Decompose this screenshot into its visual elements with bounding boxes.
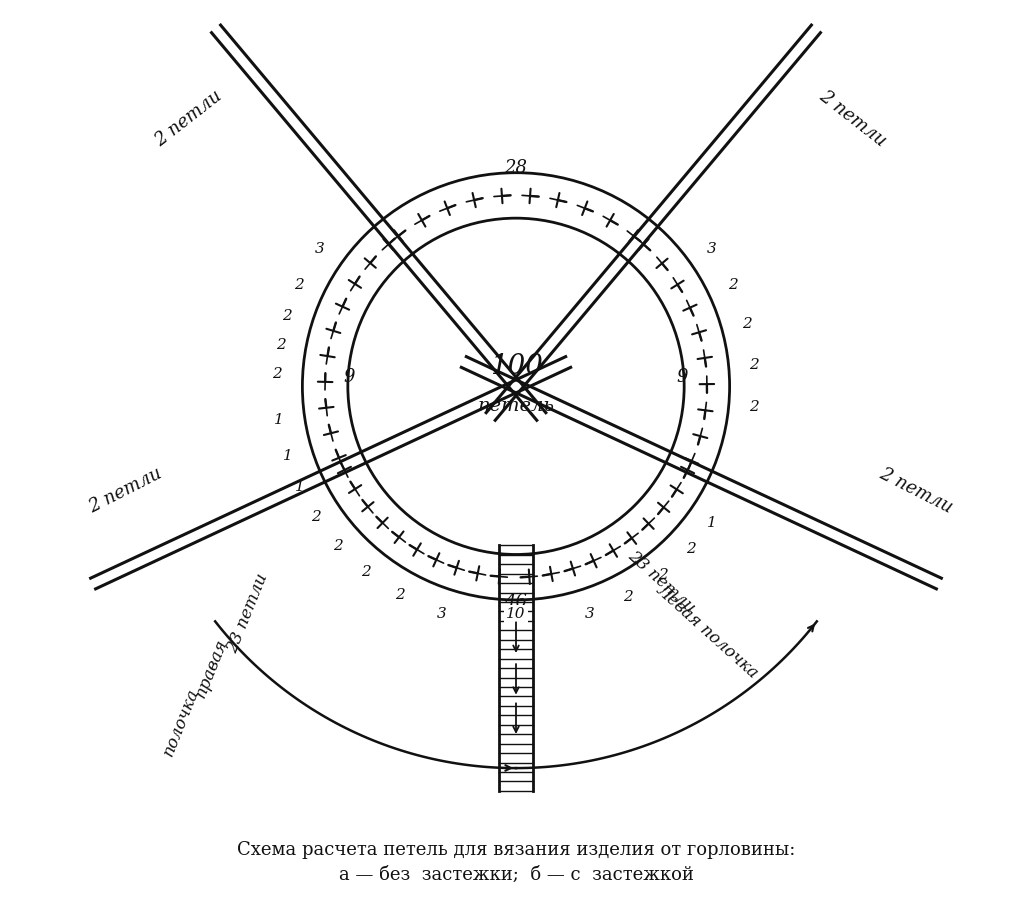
Text: 3: 3 bbox=[316, 242, 325, 256]
Text: 2 петли: 2 петли bbox=[86, 464, 165, 517]
Text: 3: 3 bbox=[438, 606, 447, 621]
Text: 2: 2 bbox=[623, 591, 633, 604]
Text: 2: 2 bbox=[395, 588, 405, 603]
Text: 23 петли: 23 петли bbox=[624, 547, 699, 616]
Text: 1: 1 bbox=[294, 480, 304, 494]
Text: 2: 2 bbox=[728, 278, 738, 293]
Text: петель: петель bbox=[478, 397, 554, 415]
Text: 1: 1 bbox=[275, 413, 284, 426]
Text: а — без  застежки;  б — с  застежкой: а — без застежки; б — с застежкой bbox=[338, 865, 694, 884]
Text: 2: 2 bbox=[742, 317, 751, 332]
Text: 2: 2 bbox=[294, 278, 304, 293]
Text: 2 петли: 2 петли bbox=[815, 86, 890, 150]
Text: 1: 1 bbox=[283, 449, 292, 464]
Text: Левая полочка: Левая полочка bbox=[652, 582, 762, 682]
Text: 2 петли: 2 петли bbox=[152, 86, 226, 150]
Text: 9: 9 bbox=[344, 368, 355, 386]
Text: 2: 2 bbox=[658, 568, 668, 582]
Text: 2: 2 bbox=[749, 400, 759, 415]
Text: 2: 2 bbox=[333, 539, 344, 554]
Text: 100: 100 bbox=[489, 353, 543, 380]
Text: 2: 2 bbox=[276, 338, 286, 352]
Text: правая: правая bbox=[192, 636, 231, 700]
Text: 2: 2 bbox=[283, 309, 292, 324]
Text: 3: 3 bbox=[707, 242, 716, 256]
Text: 2: 2 bbox=[311, 510, 320, 524]
Text: 9: 9 bbox=[677, 368, 688, 386]
Text: 1: 1 bbox=[707, 516, 716, 531]
Text: 46: 46 bbox=[505, 593, 527, 611]
Text: 10: 10 bbox=[507, 607, 525, 621]
Text: 23 петли: 23 петли bbox=[224, 572, 271, 655]
Text: 3: 3 bbox=[585, 606, 594, 621]
Text: Схема расчета петель для вязания изделия от горловины:: Схема расчета петель для вязания изделия… bbox=[236, 841, 796, 859]
Text: 2: 2 bbox=[272, 367, 282, 381]
Text: полочка: полочка bbox=[160, 686, 202, 759]
Text: 2: 2 bbox=[360, 565, 370, 579]
Text: 2: 2 bbox=[749, 358, 759, 373]
Text: 28: 28 bbox=[505, 159, 527, 177]
Text: 2 петли: 2 петли bbox=[876, 464, 956, 517]
Text: 2: 2 bbox=[686, 543, 696, 556]
